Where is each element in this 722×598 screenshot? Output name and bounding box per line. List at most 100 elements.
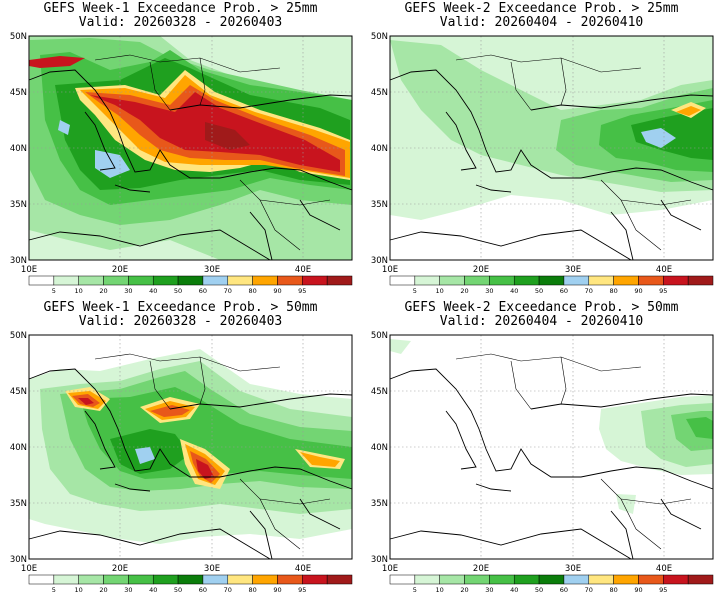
lon-tick-label: 10E xyxy=(382,564,398,574)
colorbar-label: 10 xyxy=(436,586,444,594)
panel-valid-dates: Valid: 20260328 - 20260403 xyxy=(78,314,283,329)
colorbar-swatch xyxy=(389,275,416,286)
colorbar-swatch xyxy=(78,275,104,286)
colorbar-label: 60 xyxy=(199,586,207,594)
lon-tick-label: 10E xyxy=(21,564,37,574)
colorbar-label: 50 xyxy=(535,287,543,295)
colorbar-swatch xyxy=(128,574,154,585)
colorbar-swatch xyxy=(202,574,229,585)
lat-tick-label: 35N xyxy=(371,499,388,509)
colorbar-label: 95 xyxy=(298,287,306,295)
colorbar-label: 20 xyxy=(99,586,107,594)
lon-labels: 10E 20E 30E 40E xyxy=(382,564,672,574)
lat-tick-label: 45N xyxy=(371,387,388,397)
colorbar-label: 50 xyxy=(174,287,182,295)
panel-title: GEFS Week-1 Exceedance Prob. > 50mm xyxy=(43,300,318,315)
colorbar-swatch xyxy=(613,574,639,585)
colorbar-swatch xyxy=(464,574,490,585)
colorbar-label: 80 xyxy=(248,287,256,295)
lat-tick-label: 30N xyxy=(371,555,388,565)
colorbar-label: 95 xyxy=(298,586,306,594)
colorbar-swatch xyxy=(588,275,614,286)
map-figure: 50N 45N 40N 35N 30N 10E 20E 30E 40E 5 10 2… xyxy=(10,32,353,295)
colorbar-swatch xyxy=(277,574,303,585)
colorbar-label: 90 xyxy=(634,287,642,295)
colorbar-swatch xyxy=(28,574,55,585)
lon-tick-label: 40E xyxy=(656,564,672,574)
lat-tick-label: 30N xyxy=(10,256,27,266)
colorbar-label: 70 xyxy=(224,287,232,295)
map-figure: 50N 45N 40N 35N 30N 10E 20E 30E 40E 5 10 2… xyxy=(371,331,714,594)
lat-tick-label: 40N xyxy=(371,443,388,453)
lon-tick-label: 20E xyxy=(473,564,489,574)
lon-tick-label: 10E xyxy=(382,265,398,275)
coastlines xyxy=(28,69,353,261)
panel-title: GEFS Week-2 Exceedance Prob. > 50mm xyxy=(404,300,679,315)
coastlines xyxy=(28,368,353,560)
lat-labels: 50N 45N 40N 35N 30N xyxy=(10,32,27,266)
colorbar-label: 20 xyxy=(460,287,468,295)
panel-title: GEFS Week-2 Exceedance Prob. > 25mm xyxy=(404,1,679,16)
lon-tick-label: 30E xyxy=(204,564,220,574)
colorbar-label: 40 xyxy=(149,586,157,594)
colorbar-swatch xyxy=(227,574,253,585)
colorbar-swatch xyxy=(489,574,515,585)
colorbar-label: 20 xyxy=(99,287,107,295)
gridlines xyxy=(29,36,352,260)
colorbar-swatch xyxy=(513,275,540,286)
colorbar-label: 70 xyxy=(224,586,232,594)
map-plot-area xyxy=(28,35,353,261)
colorbar: 5 10 20 30 40 50 60 70 80 90 95 xyxy=(28,275,353,295)
colorbar-label: 20 xyxy=(460,586,468,594)
lat-labels: 50N 45N 40N 35N 30N xyxy=(371,331,388,565)
lat-tick-label: 50N xyxy=(371,32,388,42)
colorbar-label: 60 xyxy=(560,287,568,295)
lat-tick-label: 40N xyxy=(10,443,27,453)
map-figure: 50N 45N 40N 35N 30N 10E 20E 30E 40E 5 10 2… xyxy=(10,331,353,594)
colorbar-label: 60 xyxy=(199,287,207,295)
panel-week2-50mm: GEFS Week-2 Exceedance Prob. > 50mm Vali… xyxy=(361,299,722,598)
colorbar-swatch xyxy=(638,574,664,585)
colorbar-swatch xyxy=(103,574,129,585)
colorbar-label: 5 xyxy=(52,287,56,295)
panel-valid-dates: Valid: 20260404 - 20260410 xyxy=(439,314,644,329)
country-borders xyxy=(455,54,692,251)
lon-tick-label: 30E xyxy=(565,265,581,275)
colorbar-label: 50 xyxy=(535,586,543,594)
colorbar-label: 95 xyxy=(659,586,667,594)
panel-week1-50mm: GEFS Week-1 Exceedance Prob. > 50mm Vali… xyxy=(0,299,361,598)
colorbar-label: 30 xyxy=(485,586,493,594)
panel-week1-25mm: GEFS Week-1 Exceedance Prob. > 25mm Vali… xyxy=(0,0,361,299)
colorbar-swatch xyxy=(252,574,278,585)
lat-tick-label: 45N xyxy=(10,88,27,98)
colorbar-swatch xyxy=(302,275,328,286)
colorbar-swatch xyxy=(663,574,689,585)
colorbar-label: 5 xyxy=(413,287,417,295)
colorbar-swatch xyxy=(538,275,565,286)
colorbar-label: 80 xyxy=(248,586,256,594)
colorbar-swatch xyxy=(326,275,353,286)
lat-tick-label: 50N xyxy=(10,331,27,341)
map-plot-area xyxy=(389,35,714,261)
colorbar-label: 90 xyxy=(273,287,281,295)
colorbar-label: 10 xyxy=(436,287,444,295)
coastlines xyxy=(389,368,714,560)
colorbar-label: 80 xyxy=(609,586,617,594)
map-plot-area xyxy=(28,334,353,560)
probability-field xyxy=(390,36,713,220)
panel-title: GEFS Week-1 Exceedance Prob. > 25mm xyxy=(43,1,318,16)
lat-tick-label: 35N xyxy=(10,200,27,210)
colorbar-swatch xyxy=(638,275,664,286)
colorbar-swatch xyxy=(513,574,540,585)
probability-field xyxy=(390,339,713,514)
colorbar-label: 60 xyxy=(560,586,568,594)
colorbar-swatch xyxy=(152,275,179,286)
map-plot-area xyxy=(389,334,714,560)
colorbar-swatch xyxy=(177,574,204,585)
colorbar-swatch xyxy=(414,574,440,585)
colorbar-swatch xyxy=(277,275,303,286)
colorbar-swatch xyxy=(588,574,614,585)
lat-labels: 50N 45N 40N 35N 30N xyxy=(371,32,388,266)
lat-tick-label: 35N xyxy=(10,499,27,509)
colorbar-swatch xyxy=(439,574,465,585)
